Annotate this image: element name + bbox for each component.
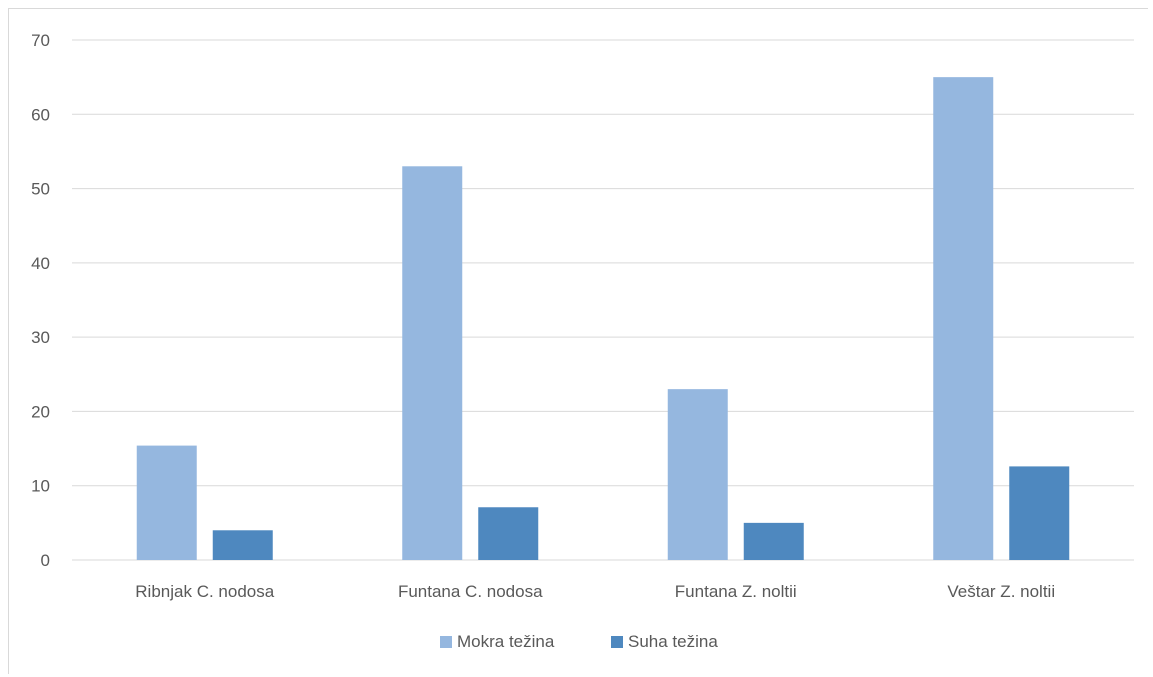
legend-label: Mokra težina (457, 632, 555, 651)
bar-mokra-1 (402, 166, 463, 561)
bar-suha-1 (478, 507, 539, 560)
chart-frame (8, 8, 1148, 674)
y-tick-label: 30 (31, 328, 50, 347)
y-tick-label: 0 (41, 551, 50, 570)
y-tick-label: 60 (31, 105, 50, 124)
y-tick-label: 10 (31, 477, 50, 496)
y-tick-label: 40 (31, 254, 50, 273)
legend-swatch-1 (611, 636, 623, 648)
legend: Mokra težina Suha težina (440, 632, 718, 651)
bars (136, 77, 1070, 561)
legend-label: Suha težina (628, 632, 718, 651)
y-tick-label: 20 (31, 402, 50, 421)
y-tick-label: 70 (31, 31, 50, 50)
x-category-label: Funtana C. nodosa (398, 582, 543, 601)
bar-mokra-3 (933, 77, 994, 561)
x-category-label: Veštar Z. noltii (947, 582, 1055, 601)
y-tick-label: 50 (31, 180, 50, 199)
bar-suha-2 (743, 522, 804, 560)
bar-mokra-0 (136, 445, 197, 560)
x-category-label: Funtana Z. noltii (675, 582, 797, 601)
x-category-label: Ribnjak C. nodosa (135, 582, 274, 601)
x-axis-category-labels: Ribnjak C. nodosa Funtana C. nodosa Funtan… (135, 582, 1055, 601)
bar-suha-0 (212, 530, 273, 560)
bar-mokra-2 (667, 389, 728, 560)
bar-suha-3 (1009, 466, 1070, 560)
y-axis-tick-labels: 0 10 20 30 40 50 60 70 (31, 31, 50, 570)
legend-swatch-0 (440, 636, 452, 648)
